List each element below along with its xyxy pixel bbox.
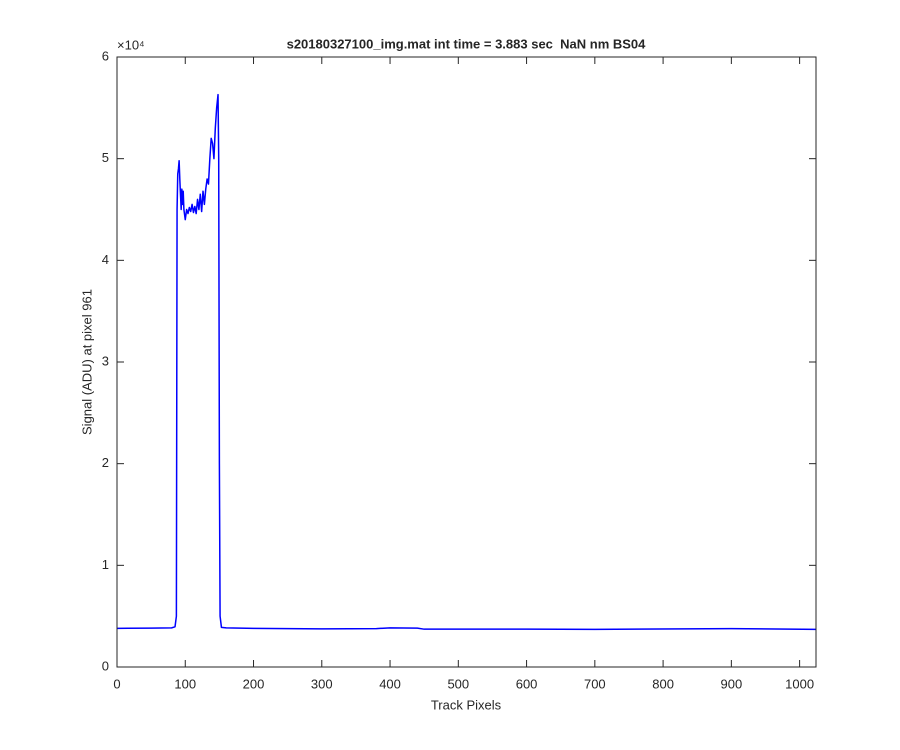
x-tick-label: 1000 [785,676,814,691]
y-tick-label: 5 [102,150,109,165]
x-tick-label: 300 [311,676,333,691]
y-exponent-label: ×10⁴ [117,37,145,52]
x-tick-label: 200 [243,676,265,691]
x-axis-label: Track Pixels [431,697,502,712]
y-tick-label: 6 [102,48,109,63]
x-tick-label: 700 [584,676,606,691]
chart-title: s20180327100_img.mat int time = 3.883 se… [287,36,647,51]
y-tick-label: 0 [102,658,109,673]
y-tick-label: 2 [102,455,109,470]
data-line [116,93,817,631]
x-tick-label: 400 [379,676,401,691]
x-tick-label: 600 [516,676,538,691]
y-tick-label: 4 [102,252,109,267]
x-tick-label: 0 [113,676,120,691]
x-tick-label: 900 [721,676,743,691]
x-tick-label: 100 [174,676,196,691]
x-tick-label: 500 [447,676,469,691]
x-tick-label: 800 [652,676,674,691]
y-tick-label: 3 [102,353,109,368]
y-axis-label: Signal (ADU) at pixel 961 [79,289,94,435]
y-tick-label: 1 [102,557,109,572]
